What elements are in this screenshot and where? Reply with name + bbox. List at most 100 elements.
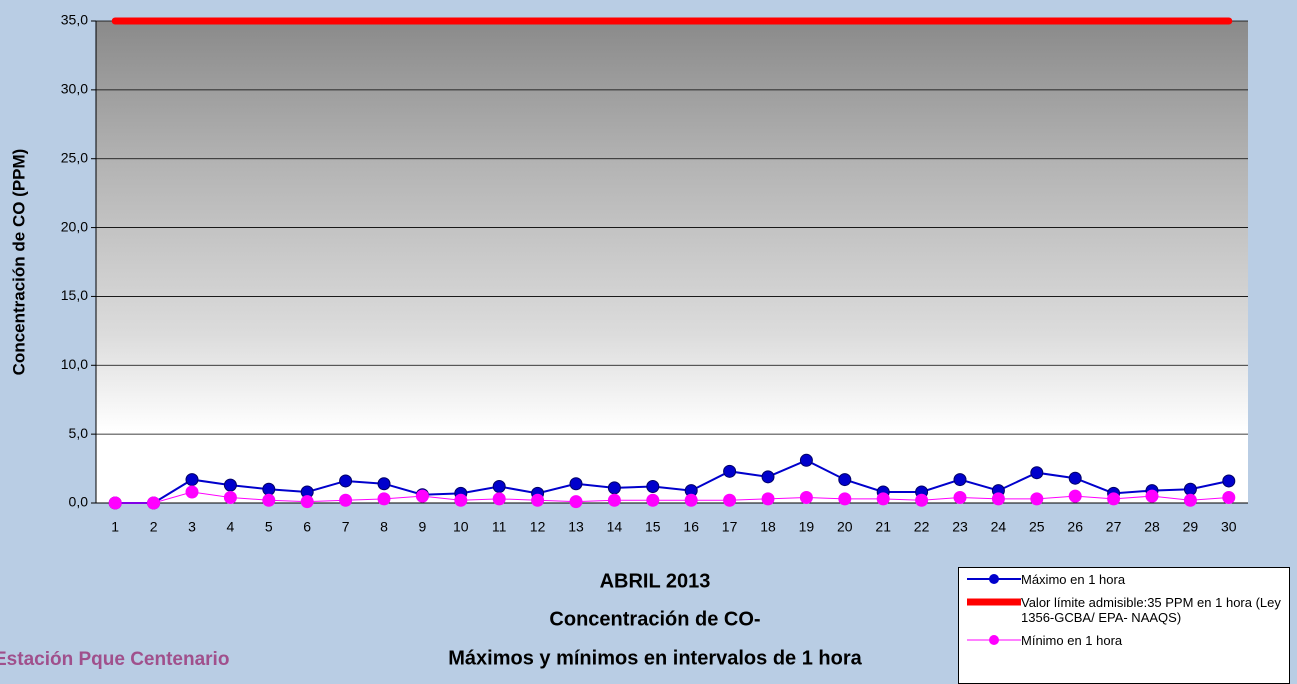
marker — [378, 478, 390, 490]
marker — [570, 478, 582, 490]
y-tick-label: 0,0 — [69, 494, 89, 510]
marker — [378, 493, 390, 505]
x-tick-label: 22 — [914, 519, 930, 535]
legend-swatch — [963, 633, 1021, 647]
marker — [647, 480, 659, 492]
x-tick-label: 25 — [1029, 519, 1045, 535]
marker — [762, 471, 774, 483]
chart-title: ABRIL 2013 — [600, 570, 711, 592]
marker — [109, 497, 121, 509]
marker — [608, 494, 620, 506]
chart-title: Máximos y mínimos en intervalos de 1 hor… — [448, 647, 862, 669]
x-tick-label: 13 — [568, 519, 584, 535]
marker — [800, 454, 812, 466]
marker — [724, 494, 736, 506]
marker — [1069, 490, 1081, 502]
x-tick-label: 24 — [991, 519, 1007, 535]
marker — [608, 482, 620, 494]
legend-item: Valor límite admisible:35 PPM en 1 hora … — [963, 595, 1285, 625]
x-tick-label: 5 — [265, 519, 273, 535]
chart-title: Concentración de CO- — [549, 608, 760, 630]
marker — [1069, 472, 1081, 484]
marker — [916, 494, 928, 506]
x-tick-label: 1 — [111, 519, 119, 535]
marker — [1184, 483, 1196, 495]
marker — [1223, 475, 1235, 487]
marker — [724, 465, 736, 477]
marker — [340, 494, 352, 506]
y-tick-label: 30,0 — [61, 81, 88, 97]
y-tick-label: 35,0 — [61, 12, 88, 28]
x-tick-label: 17 — [722, 519, 738, 535]
legend-item: Máximo en 1 hora — [963, 572, 1285, 587]
marker — [839, 474, 851, 486]
legend: Máximo en 1 hora Valor límite admisible:3… — [958, 567, 1290, 684]
marker — [1223, 491, 1235, 503]
x-tick-label: 7 — [342, 519, 350, 535]
x-tick-label: 27 — [1106, 519, 1122, 535]
x-tick-label: 10 — [453, 519, 469, 535]
marker — [186, 486, 198, 498]
legend-label: Máximo en 1 hora — [1021, 572, 1125, 587]
marker — [1146, 490, 1158, 502]
y-tick-label: 15,0 — [61, 287, 88, 303]
marker — [186, 474, 198, 486]
marker — [493, 493, 505, 505]
x-tick-label: 16 — [683, 519, 699, 535]
marker — [1031, 467, 1043, 479]
marker — [839, 493, 851, 505]
marker — [992, 493, 1004, 505]
x-tick-label: 8 — [380, 519, 388, 535]
marker — [762, 493, 774, 505]
x-tick-label: 12 — [530, 519, 546, 535]
marker — [148, 497, 160, 509]
marker — [647, 494, 659, 506]
marker — [532, 494, 544, 506]
x-tick-label: 29 — [1183, 519, 1199, 535]
marker — [1031, 493, 1043, 505]
marker — [1184, 494, 1196, 506]
plot-area — [96, 21, 1248, 503]
x-tick-label: 15 — [645, 519, 661, 535]
y-axis-label: Concentración de CO (PPM) — [9, 149, 28, 376]
marker — [301, 496, 313, 508]
y-tick-label: 20,0 — [61, 218, 88, 234]
marker — [570, 496, 582, 508]
x-tick-label: 30 — [1221, 519, 1237, 535]
marker — [455, 494, 467, 506]
x-tick-label: 3 — [188, 519, 196, 535]
legend-marker — [989, 574, 999, 584]
y-tick-label: 5,0 — [69, 425, 89, 441]
x-tick-label: 14 — [607, 519, 623, 535]
legend-item: Mínimo en 1 hora — [963, 633, 1285, 648]
legend-label: Valor límite admisible:35 PPM en 1 hora … — [1021, 595, 1285, 625]
legend-label: Mínimo en 1 hora — [1021, 633, 1122, 648]
marker — [340, 475, 352, 487]
x-tick-label: 23 — [952, 519, 968, 535]
x-tick-label: 26 — [1067, 519, 1083, 535]
x-tick-label: 2 — [150, 519, 158, 535]
marker — [800, 491, 812, 503]
marker — [954, 474, 966, 486]
marker — [493, 480, 505, 492]
marker — [263, 494, 275, 506]
marker — [685, 494, 697, 506]
x-tick-label: 6 — [303, 519, 311, 535]
legend-marker — [989, 635, 999, 645]
marker — [954, 491, 966, 503]
x-tick-label: 9 — [419, 519, 427, 535]
y-tick-label: 25,0 — [61, 149, 88, 165]
x-tick-label: 4 — [227, 519, 235, 535]
x-tick-label: 18 — [760, 519, 776, 535]
y-tick-label: 10,0 — [61, 356, 88, 372]
marker — [224, 491, 236, 503]
x-tick-label: 21 — [875, 519, 891, 535]
x-tick-label: 20 — [837, 519, 853, 535]
subtitle: Estación Pque Centenario — [0, 649, 229, 670]
marker — [877, 493, 889, 505]
x-tick-label: 28 — [1144, 519, 1160, 535]
legend-swatch — [963, 595, 1021, 609]
page: ABRIL 2013 Concentración de CO- Máximos … — [0, 0, 1297, 684]
legend-swatch — [963, 572, 1021, 586]
marker — [416, 490, 428, 502]
